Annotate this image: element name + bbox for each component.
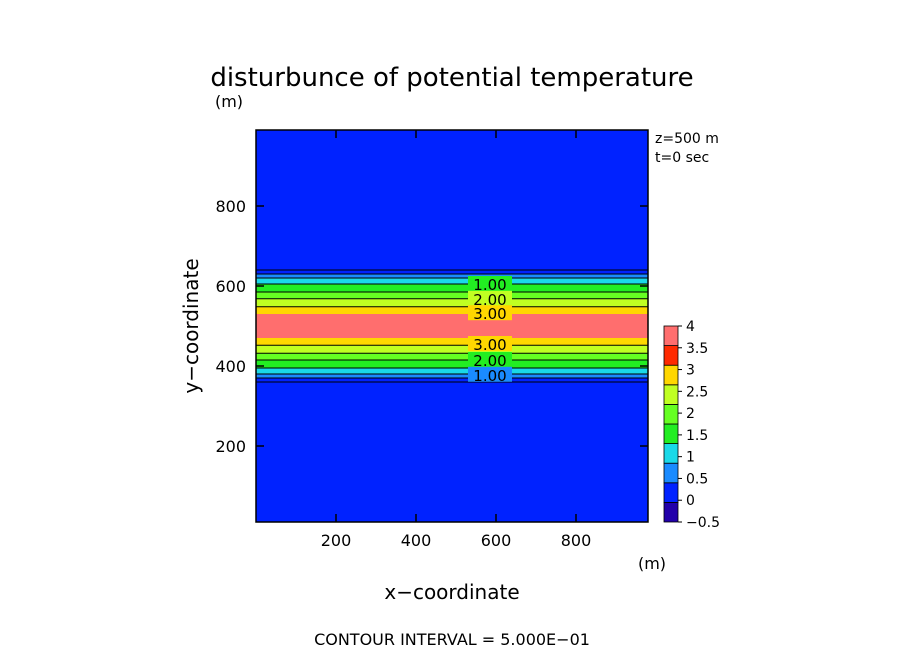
y-unit-label: (m) bbox=[215, 92, 243, 111]
axis-ticks: 200 400 600 800 200 400 600 800 bbox=[215, 130, 648, 550]
field-band-9 bbox=[256, 306, 648, 314]
contour-label-bg-3 bbox=[468, 336, 512, 351]
colorbar-label-4: 1.5 bbox=[686, 428, 708, 444]
field-band-7 bbox=[256, 338, 648, 346]
plot-area bbox=[256, 130, 648, 522]
colorbar-label-1: 0 bbox=[686, 493, 695, 509]
field-band-10 bbox=[256, 298, 648, 307]
colorbar-label-6: 2.5 bbox=[686, 384, 708, 400]
field-band-1 bbox=[256, 378, 648, 382]
colorbar-label-2: 0.5 bbox=[686, 471, 708, 487]
colorbar-swatch-8 bbox=[663, 345, 679, 366]
contour-label-bg-4 bbox=[468, 352, 512, 367]
contour-label-bg-2 bbox=[468, 305, 512, 321]
y-tick-label-3: 800 bbox=[215, 197, 246, 216]
annotation-z: z=500 m bbox=[655, 131, 719, 147]
field-band-14 bbox=[256, 274, 648, 278]
x-axis-label: x−coordinate bbox=[384, 580, 519, 604]
field-band-2 bbox=[256, 374, 648, 378]
colorbar-label-3: 1 bbox=[686, 450, 695, 466]
colorbar-swatch-1 bbox=[663, 482, 679, 503]
colorbar-swatch-6 bbox=[663, 384, 679, 405]
chart-title: disturbunce of potential temperature bbox=[210, 63, 693, 93]
colorbar-swatch-2 bbox=[663, 462, 679, 484]
contour-label-bg-0 bbox=[468, 276, 512, 291]
contour-label-0: 1.00 bbox=[473, 276, 506, 294]
colorbar-label-9: 4 bbox=[686, 319, 695, 335]
plot-frame bbox=[255, 129, 649, 523]
colorbar-swatch-7 bbox=[663, 364, 679, 386]
y-tick-label-2: 600 bbox=[215, 277, 246, 296]
field-band-13 bbox=[256, 278, 648, 284]
colorbar-swatch-9 bbox=[663, 325, 679, 347]
colorbar-swatch-3 bbox=[663, 443, 679, 464]
contour-label-2: 3.00 bbox=[473, 305, 506, 323]
colorbar: −0.5 0 0.5 1 1.5 2 2.5 3 3.5 4 bbox=[663, 319, 720, 531]
colorbar-label-5: 2 bbox=[686, 406, 695, 422]
field-band-8 bbox=[256, 314, 648, 338]
colorbar-swatch-5 bbox=[663, 403, 679, 425]
x-unit-label: (m) bbox=[638, 554, 666, 573]
colorbar-label-0: −0.5 bbox=[686, 515, 720, 531]
contour-label-1: 2.00 bbox=[473, 291, 506, 309]
field-band-3 bbox=[256, 368, 648, 374]
field-band-4 bbox=[256, 360, 648, 368]
field-band-15 bbox=[256, 270, 648, 274]
y-axis-label: y−coordinate bbox=[179, 258, 203, 393]
annotation-t: t=0 sec bbox=[655, 150, 709, 166]
field-band-11 bbox=[256, 292, 648, 299]
colorbar-swatch-0 bbox=[663, 501, 679, 523]
contour-label-bg-1 bbox=[468, 290, 512, 306]
field-band-5 bbox=[256, 353, 648, 360]
colorbar-label-7: 3 bbox=[686, 363, 695, 379]
contour-label-3: 3.00 bbox=[473, 336, 506, 354]
x-tick-label-2: 600 bbox=[481, 531, 512, 550]
colorbar-label-8: 3.5 bbox=[686, 341, 708, 357]
contour-label-5: 1.00 bbox=[473, 367, 506, 385]
contour-label-bg-5 bbox=[468, 366, 512, 382]
y-tick-label-0: 200 bbox=[215, 437, 246, 456]
x-tick-label-1: 400 bbox=[401, 531, 432, 550]
field-band-12 bbox=[256, 284, 648, 292]
field-band-6 bbox=[256, 345, 648, 354]
contour-label-4: 2.00 bbox=[473, 352, 506, 370]
colorbar-swatch-4 bbox=[663, 423, 679, 445]
contour-interval-footer: CONTOUR INTERVAL = 5.000E−01 bbox=[314, 630, 590, 649]
y-tick-label-1: 400 bbox=[215, 357, 246, 376]
field-band-16 bbox=[256, 130, 648, 270]
x-tick-label-3: 800 bbox=[561, 531, 592, 550]
contour-labels: 1.002.003.003.002.001.00 bbox=[468, 276, 512, 385]
field-band-0 bbox=[256, 382, 648, 522]
x-tick-label-0: 200 bbox=[321, 531, 352, 550]
